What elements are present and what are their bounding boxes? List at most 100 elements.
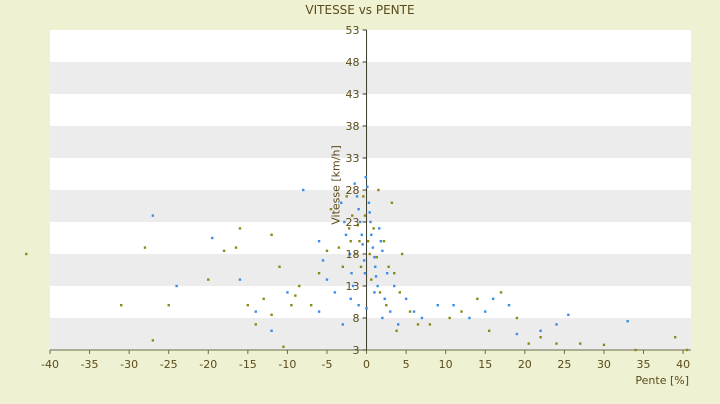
chart-title: VITESSE vs PENTE: [305, 3, 414, 17]
data-point: [448, 316, 451, 320]
data-point: [359, 220, 362, 224]
data-point: [355, 195, 359, 198]
y-axis-label: Vitesse [km/h]: [330, 145, 343, 225]
data-point: [634, 348, 637, 352]
data-point: [468, 316, 471, 320]
data-point: [167, 304, 170, 307]
data-point: [363, 272, 367, 275]
data-point: [362, 259, 366, 262]
data-point: [309, 304, 313, 307]
data-point: [286, 291, 289, 294]
data-point: [375, 256, 379, 259]
y-tick-label: 13: [346, 280, 360, 293]
grid-band: [50, 30, 691, 62]
y-tick-label: 23: [346, 216, 360, 229]
data-point: [412, 310, 416, 313]
data-point: [452, 304, 455, 307]
x-tick-label: 10: [439, 358, 453, 371]
x-tick-label: 35: [637, 358, 651, 371]
data-point: [555, 342, 558, 345]
plot-bands: [50, 30, 691, 350]
data-point: [25, 252, 28, 256]
axes: [49, 29, 691, 354]
data-point: [368, 211, 371, 214]
data-point: [368, 252, 371, 256]
data-point: [359, 265, 363, 268]
data-point: [369, 220, 372, 224]
data-point: [400, 252, 404, 256]
y-tick-label: 53: [346, 24, 360, 37]
grid-band: [50, 318, 691, 350]
data-point: [370, 233, 373, 236]
data-point: [341, 265, 345, 268]
y-tick-label: 8: [353, 312, 360, 325]
data-point: [673, 336, 677, 339]
grid-band: [50, 94, 691, 126]
data-point: [579, 342, 582, 345]
data-point: [378, 227, 381, 230]
data-point: [515, 316, 519, 320]
data-point: [341, 323, 345, 326]
labels: -40 -35 -30 -25 -20 -15 -10 -5 0 5 10 15 20 25 30 35 40 3…: [41, 3, 690, 387]
x-axis-label: Pente [%]: [635, 374, 689, 387]
data-point: [436, 304, 439, 307]
data-point: [317, 272, 321, 275]
data-point: [602, 343, 606, 347]
data-point: [362, 195, 365, 198]
data-point: [333, 291, 337, 294]
x-tick-label: -5: [321, 358, 332, 371]
grid-band: [50, 190, 691, 222]
data-point: [367, 201, 371, 204]
data-point: [358, 240, 361, 243]
data-point: [555, 323, 558, 326]
data-point: [290, 304, 293, 307]
grid-band: [50, 254, 691, 286]
data-point: [539, 329, 542, 332]
data-point: [398, 291, 401, 294]
grid-band: [50, 126, 691, 158]
data-point: [211, 236, 214, 240]
data-point: [350, 272, 353, 275]
x-tick-label: -35: [81, 358, 99, 371]
data-point: [372, 227, 375, 230]
data-point: [539, 336, 542, 339]
data-point: [357, 208, 360, 211]
data-point: [374, 265, 377, 268]
data-point: [381, 249, 384, 252]
data-point: [360, 233, 363, 236]
data-point: [270, 329, 273, 332]
data-point: [351, 214, 354, 217]
data-point: [385, 272, 389, 275]
data-points: [25, 176, 689, 352]
data-point: [393, 284, 396, 288]
data-point: [379, 240, 382, 243]
data-point: [381, 316, 384, 320]
x-tick-label: 0: [363, 358, 370, 371]
data-point: [373, 291, 376, 294]
data-point: [491, 297, 495, 300]
data-point: [499, 291, 503, 294]
y-tick-label: 33: [346, 152, 360, 165]
data-point: [387, 265, 390, 268]
grid-band: [50, 158, 691, 190]
data-point: [507, 304, 511, 307]
data-point: [262, 297, 265, 300]
x-tick-label: 20: [518, 358, 532, 371]
data-point: [488, 329, 491, 332]
data-point: [357, 304, 360, 307]
data-point: [222, 249, 226, 252]
x-tick-label: -30: [120, 358, 138, 371]
data-point: [207, 278, 210, 281]
data-point: [270, 313, 273, 316]
data-point: [353, 182, 356, 185]
data-point: [393, 272, 396, 275]
data-point: [238, 278, 242, 281]
x-tick-label: 30: [597, 358, 611, 371]
y-tick-label: 43: [346, 88, 360, 101]
data-point: [337, 246, 341, 249]
data-point: [460, 310, 463, 313]
data-point: [389, 310, 392, 313]
data-point: [484, 310, 487, 313]
data-point: [366, 185, 369, 188]
data-point: [363, 214, 367, 217]
